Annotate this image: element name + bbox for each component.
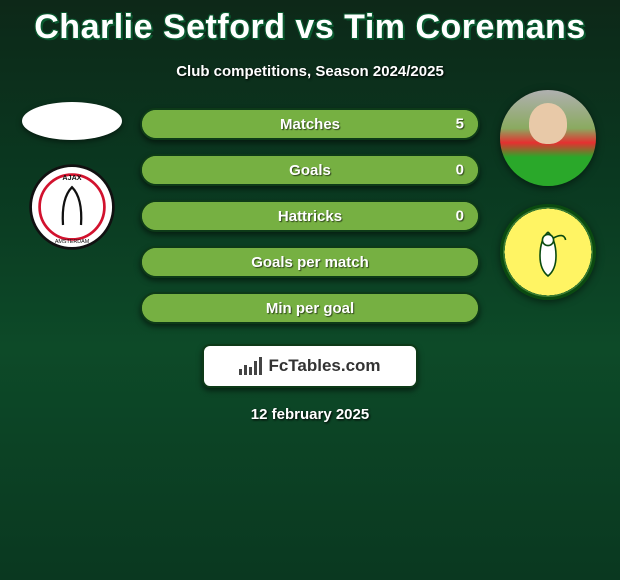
left-player-column: AJAX AMSTERDAM xyxy=(22,108,122,252)
stat-label: Hattricks xyxy=(142,208,478,225)
stat-row-matches: Matches 5 xyxy=(140,108,480,140)
subtitle: Club competitions, Season 2024/2025 xyxy=(0,63,620,80)
player-photo-placeholder xyxy=(22,102,122,140)
player-photo xyxy=(500,90,596,186)
comparison-panel: AJAX AMSTERDAM Matches 5 Goals 0 Hattric… xyxy=(0,108,620,324)
stat-label: Goals per match xyxy=(142,254,478,271)
stat-row-goals-per-match: Goals per match xyxy=(140,246,480,278)
ado-icon xyxy=(508,212,588,292)
stat-row-hattricks: Hattricks 0 xyxy=(140,200,480,232)
bar-chart-icon xyxy=(239,357,262,375)
stat-value: 5 xyxy=(456,116,464,133)
stat-value: 0 xyxy=(456,208,464,225)
stat-label: Matches xyxy=(142,116,478,133)
brand-watermark[interactable]: FcTables.com xyxy=(202,344,418,388)
club-badge-ajax: AJAX AMSTERDAM xyxy=(27,162,117,252)
right-player-column xyxy=(498,108,598,300)
ajax-icon: AJAX AMSTERDAM xyxy=(27,162,117,252)
svg-text:AJAX: AJAX xyxy=(62,173,81,182)
svg-text:AMSTERDAM: AMSTERDAM xyxy=(55,239,90,245)
stat-label: Goals xyxy=(142,162,478,179)
brand-text: FcTables.com xyxy=(268,356,380,376)
page-title: Charlie Setford vs Tim Coremans xyxy=(0,0,620,47)
stats-column: Matches 5 Goals 0 Hattricks 0 Goals per … xyxy=(140,108,480,324)
stat-value: 0 xyxy=(456,162,464,179)
stat-row-min-per-goal: Min per goal xyxy=(140,292,480,324)
date-line: 12 february 2025 xyxy=(0,406,620,423)
club-badge-ado xyxy=(500,204,596,300)
stat-row-goals: Goals 0 xyxy=(140,154,480,186)
stat-label: Min per goal xyxy=(142,300,478,317)
